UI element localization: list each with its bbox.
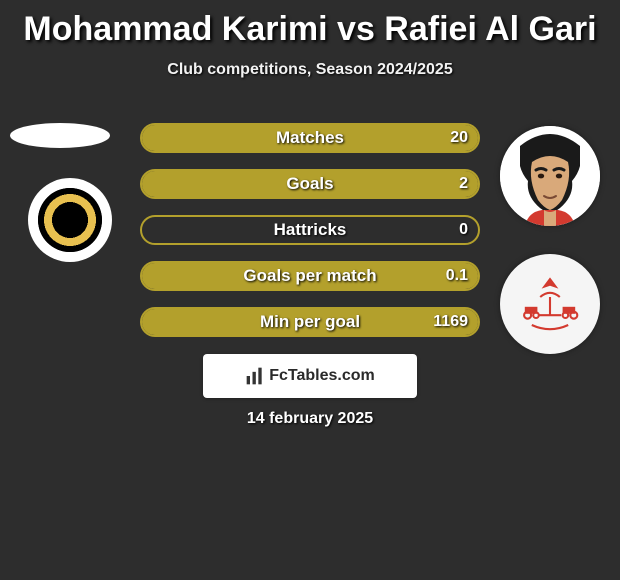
stat-bar: Matches 20 [140,123,480,153]
brand-box: FcTables.com [203,354,417,398]
face-icon [500,126,600,226]
stat-bar: Goals 2 [140,169,480,199]
stat-bar: Min per goal 1169 [140,307,480,337]
date-label: 14 february 2025 [247,410,373,428]
bar-label: Matches [276,128,344,148]
stat-bar: Hattricks 0 [140,215,480,245]
player-right-club-badge [500,254,600,354]
player-left-avatar-placeholder [10,123,110,148]
bar-label: Min per goal [260,312,360,332]
stat-bar: Goals per match 0.1 [140,261,480,291]
stats-bars: Matches 20 Goals 2 Hattricks 0 Goals per match… [140,123,480,353]
bar-value-right: 0.1 [446,267,468,285]
player-left-club-badge [28,178,112,262]
bar-chart-icon [245,366,265,386]
page-title: Mohammad Karimi vs Rafiei Al Gari [0,0,620,49]
bar-value-right: 2 [459,175,468,193]
sepahan-badge-icon [38,188,102,252]
brand-label: FcTables.com [269,367,375,385]
bar-value-right: 0 [459,221,468,239]
bar-value-right: 1169 [433,313,468,331]
bar-label: Goals [286,174,333,194]
page-subtitle: Club competitions, Season 2024/2025 [0,61,620,79]
bar-value-right: 20 [450,129,468,147]
bar-label: Hattricks [274,220,347,240]
tractor-badge-icon [515,269,585,339]
bar-label: Goals per match [243,266,376,286]
player-right-avatar [500,126,600,226]
